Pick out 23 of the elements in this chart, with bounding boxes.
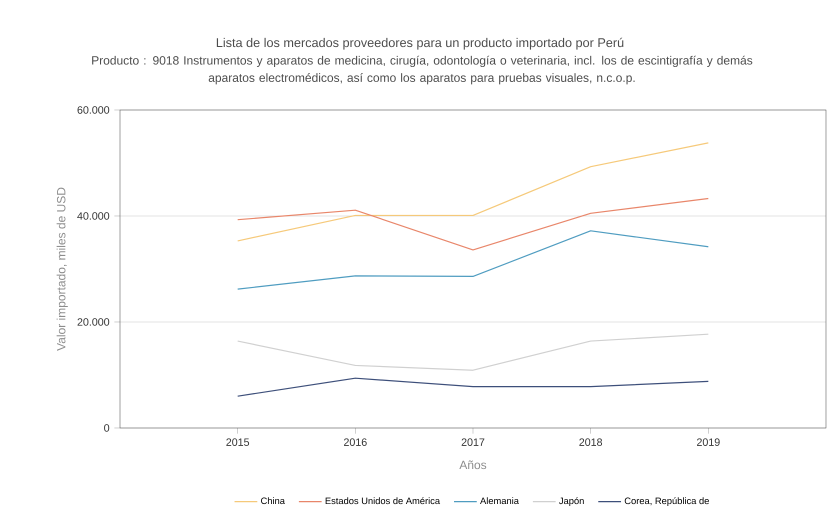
- line-series: [237, 334, 709, 371]
- legend-label: Alemania: [480, 497, 519, 504]
- line-series: [237, 142, 709, 242]
- line-series: [237, 378, 709, 397]
- y-tick-label: 60.000: [78, 106, 110, 114]
- legend-label: China: [261, 497, 285, 504]
- legend-label: Estados Unidos de América: [326, 497, 440, 504]
- chart-subtitle: Producto : 9018 Instrumentos y aparatos de medicina, cirugía, odontología o veterinaria, incl. los de escintigrafía y demás aparatos electromédicos, así como los aparatos para pruebas visuales, n.c.o.p.: [92, 56, 752, 84]
- y-tick-label: 40.000: [77, 212, 110, 220]
- chart-title: Lista de los mercados proveedores para un producto importado por Perú: [216, 38, 624, 50]
- x-tick-label: 2016: [344, 438, 367, 446]
- x-tick-label: 2019: [697, 438, 720, 446]
- x-tick-label: 2015: [226, 438, 250, 446]
- legend-label: Corea, República de: [624, 497, 709, 506]
- y-axis-title: Valor importado, miles de USD: [56, 188, 68, 351]
- line-series: [237, 198, 709, 251]
- x-tick-label: 2017: [462, 438, 484, 446]
- x-axis-title: Años: [459, 460, 486, 470]
- x-tick-label: 2018: [579, 438, 602, 446]
- legend-label: Japón: [559, 497, 584, 506]
- line-series: [237, 230, 709, 290]
- y-tick-label: 20.000: [78, 318, 110, 326]
- y-tick-label: 0: [104, 424, 110, 432]
